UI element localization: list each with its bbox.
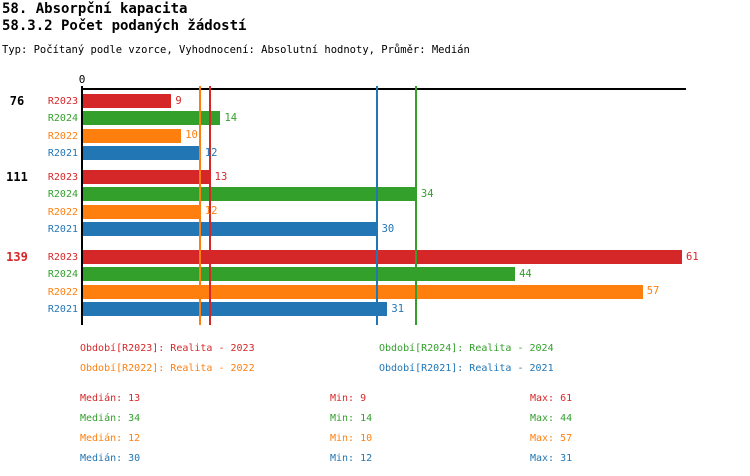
series-label: R2021 (47, 304, 78, 316)
median-line (209, 86, 211, 325)
group-label: 139 (6, 250, 28, 264)
bar-value-label: 10 (185, 129, 198, 142)
legend-item: Období[R2023]: Realita - 2023 (80, 343, 255, 354)
bar (83, 222, 378, 237)
median-line (415, 86, 417, 325)
legend-item: Období[R2024]: Realita - 2024 (379, 343, 554, 354)
stat-min: Min: 12 (330, 453, 373, 464)
bar-value-label: 31 (391, 302, 405, 315)
bar-value-label: 12 (204, 146, 218, 159)
bar-value-label: 44 (519, 267, 532, 280)
bar (83, 94, 172, 108)
axis-line-y (81, 86, 83, 325)
page-title: 58. Absorpční kapacita (2, 1, 188, 17)
stat-min: Min: 9 (330, 393, 367, 404)
median-line (199, 86, 201, 325)
series-label: R2021 (47, 224, 78, 236)
median-line (376, 86, 378, 325)
series-label: R2022 (47, 206, 78, 218)
axis-line-x (81, 88, 686, 90)
bar (83, 302, 388, 317)
bar (83, 250, 683, 264)
bar-value-label: 30 (381, 222, 395, 235)
bar-value-label: 14 (224, 111, 238, 124)
stat-max: Max: 61 (530, 393, 573, 404)
series-label: R2024 (47, 189, 78, 201)
stat-median: Medián: 30 (80, 453, 141, 464)
stat-max: Max: 57 (530, 433, 573, 444)
series-label: R2022 (47, 286, 78, 298)
legend-item: Období[R2022]: Realita - 2022 (80, 363, 255, 374)
stat-max: Max: 44 (530, 413, 573, 424)
bar (83, 170, 211, 184)
series-label: R2024 (47, 113, 78, 125)
stat-min: Min: 14 (330, 413, 373, 424)
bar (83, 204, 201, 219)
bar (83, 111, 221, 126)
series-label: R2024 (47, 269, 78, 281)
page-subtitle: 58.3.2 Počet podaných žádostí (2, 18, 247, 34)
bar-value-label: 61 (686, 250, 699, 263)
series-label: R2021 (47, 148, 78, 160)
bar (83, 146, 201, 161)
stat-max: Max: 31 (530, 453, 573, 464)
stat-median: Medián: 12 (80, 433, 141, 444)
axis-origin-label: 0 (78, 73, 86, 86)
bar-value-label: 13 (214, 170, 228, 183)
bar-value-label: 34 (420, 187, 434, 200)
bar-value-label: 9 (175, 94, 182, 107)
group-label: 111 (6, 170, 28, 184)
bar (83, 128, 182, 143)
group-label: 76 (9, 94, 25, 108)
bar-value-label: 12 (204, 205, 218, 218)
bar (83, 267, 516, 282)
chart-meta: Typ: Počítaný podle vzorce, Vyhodnocení:… (2, 44, 470, 56)
bar (83, 187, 417, 202)
bar-value-label: 57 (646, 285, 660, 298)
series-label: R2023 (47, 172, 78, 183)
series-label: R2023 (47, 96, 78, 107)
bar (83, 284, 643, 299)
stat-median: Medián: 34 (80, 413, 141, 424)
legend-item: Období[R2021]: Realita - 2021 (379, 363, 554, 374)
stat-min: Min: 10 (330, 433, 373, 444)
stat-median: Medián: 13 (80, 393, 141, 404)
series-label: R2023 (47, 252, 78, 263)
series-label: R2022 (47, 130, 78, 142)
